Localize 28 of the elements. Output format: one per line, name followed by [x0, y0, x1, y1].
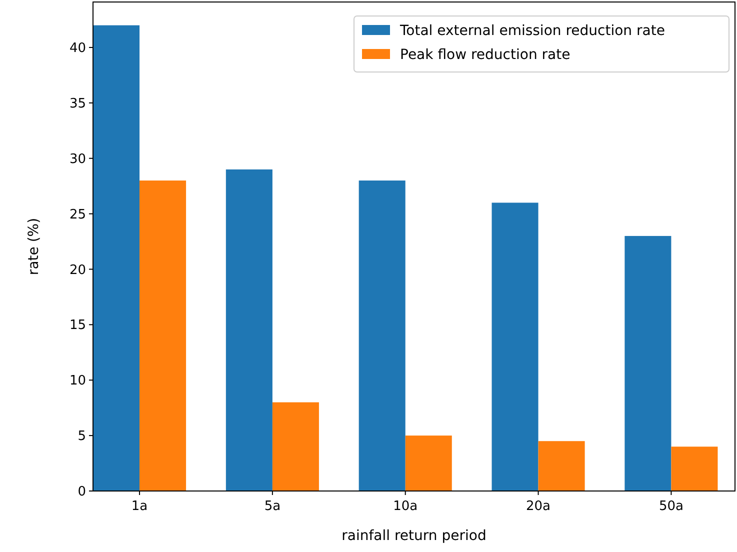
y-tick-label: 35: [69, 96, 86, 112]
bar: [624, 236, 672, 491]
y-tick-label: 0: [78, 484, 86, 500]
bar: [405, 436, 452, 491]
x-tick-label: 1a: [131, 499, 148, 514]
x-tick-label: 10a: [393, 499, 418, 514]
bar: [140, 180, 186, 491]
bar: [226, 169, 272, 491]
legend-label: Peak flow reduction rate: [400, 46, 570, 63]
bar: [93, 25, 140, 491]
legend-label: Total external emission reduction rate: [399, 22, 665, 39]
bar: [538, 441, 585, 491]
x-tick-label: 5a: [264, 499, 281, 514]
y-tick-label: 20: [69, 262, 86, 278]
x-tick-label: 20a: [526, 499, 551, 514]
y-tick-label: 15: [69, 318, 86, 334]
y-tick-label: 30: [69, 152, 86, 167]
x-axis-title: rainfall return period: [342, 528, 486, 544]
y-tick-label: 40: [69, 41, 86, 56]
bar: [492, 202, 538, 491]
y-tick-label: 10: [69, 374, 86, 389]
bar: [671, 446, 718, 491]
y-tick-label: 5: [78, 429, 86, 444]
x-tick-label: 50a: [658, 499, 684, 514]
y-tick-label: 25: [69, 207, 86, 222]
bar: [272, 402, 319, 491]
y-axis-title: rate (%): [26, 218, 42, 276]
bar: [358, 180, 406, 491]
